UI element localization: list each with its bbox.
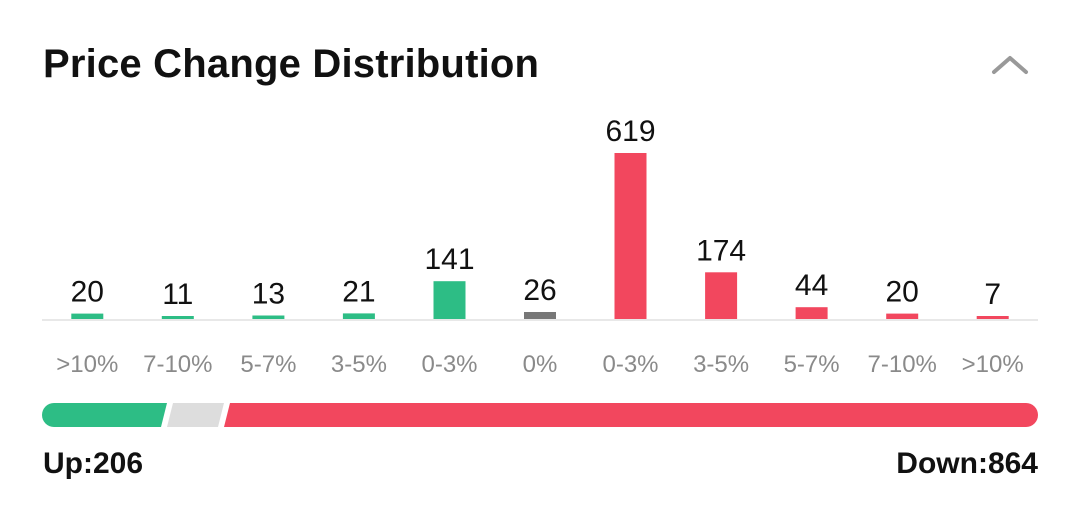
page-title: Price Change Distribution xyxy=(43,42,540,86)
tick-label-4: 0-3% xyxy=(421,351,477,378)
tick-label-8: 5-7% xyxy=(784,351,840,378)
down-count-label: Down:864 xyxy=(896,447,1038,480)
up-down-ratio-bar xyxy=(42,403,1038,427)
value-label-2: 13 xyxy=(252,278,285,311)
bar-up-4 xyxy=(433,281,466,319)
bar-up-1 xyxy=(161,316,194,319)
value-label-5: 26 xyxy=(523,274,556,307)
tick-label-5: 0% xyxy=(523,351,558,378)
ratio-segment-down xyxy=(224,403,1038,427)
tick-label-7: 3-5% xyxy=(693,351,749,378)
bar-up-2 xyxy=(252,315,285,319)
tick-label-9: 7-10% xyxy=(868,351,937,378)
ratio-segment-flat xyxy=(167,403,224,427)
tick-label-2: 5-7% xyxy=(240,351,296,378)
value-label-9: 20 xyxy=(886,276,919,309)
value-label-8: 44 xyxy=(795,269,828,302)
distribution-bar-chart: 20 >10% 11 7-10% 13 5-7% 21 3-5% 141 0-3% 26 0% 619 0… xyxy=(42,115,1038,378)
bar-down-8 xyxy=(795,307,828,319)
bar-down-10 xyxy=(976,316,1009,319)
value-label-1: 11 xyxy=(162,278,193,311)
chevron-up-icon[interactable] xyxy=(986,44,1034,84)
bar-down-6 xyxy=(614,153,647,319)
bar-flat-5 xyxy=(524,312,556,319)
value-label-6: 619 xyxy=(605,115,655,148)
bar-up-0 xyxy=(71,313,104,319)
value-label-3: 21 xyxy=(342,275,375,308)
value-label-7: 174 xyxy=(696,234,746,267)
bar-down-9 xyxy=(886,313,919,319)
bar-up-3 xyxy=(342,313,375,319)
tick-label-1: 7-10% xyxy=(143,351,212,378)
up-count-label: Up:206 xyxy=(43,447,144,480)
tick-label-10: >10% xyxy=(962,351,1024,378)
tick-label-3: 3-5% xyxy=(331,351,387,378)
tick-label-0: >10% xyxy=(56,351,118,378)
value-label-10: 7 xyxy=(984,278,1001,311)
tick-label-6: 0-3% xyxy=(602,351,658,378)
ratio-segment-up xyxy=(42,403,167,427)
value-label-0: 20 xyxy=(71,276,104,309)
value-label-4: 141 xyxy=(424,243,474,276)
bar-down-7 xyxy=(705,272,738,319)
